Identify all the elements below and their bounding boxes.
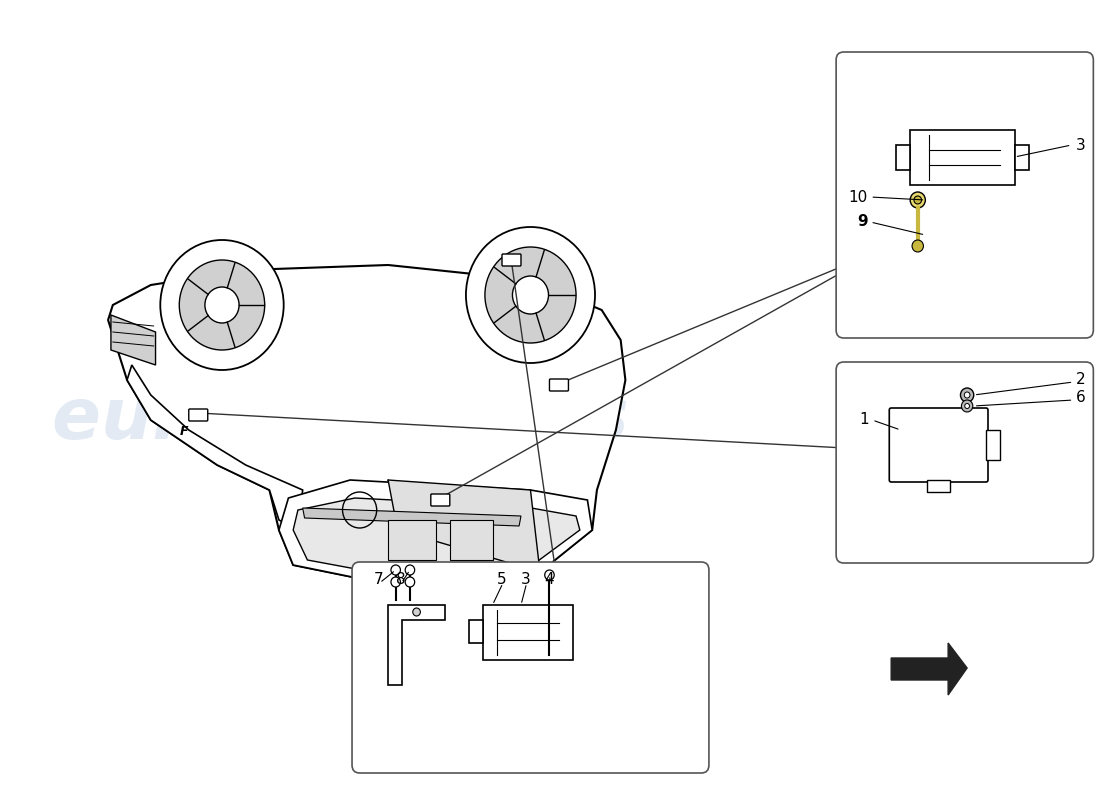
Circle shape: [544, 570, 554, 580]
Circle shape: [390, 577, 400, 587]
FancyBboxPatch shape: [189, 409, 208, 421]
Polygon shape: [294, 498, 580, 582]
Polygon shape: [1014, 145, 1028, 170]
Polygon shape: [279, 480, 592, 592]
Polygon shape: [388, 520, 436, 560]
Text: euro car parts: euro car parts: [53, 386, 629, 454]
Text: 5: 5: [497, 573, 507, 587]
Circle shape: [513, 276, 549, 314]
Polygon shape: [895, 145, 910, 170]
Circle shape: [205, 287, 239, 323]
Text: a passion for parts since 1955: a passion for parts since 1955: [207, 327, 626, 413]
Text: 10: 10: [848, 190, 868, 205]
Polygon shape: [910, 130, 1014, 185]
Polygon shape: [469, 620, 483, 643]
Circle shape: [466, 227, 595, 363]
Polygon shape: [388, 480, 540, 572]
Polygon shape: [111, 315, 155, 365]
FancyBboxPatch shape: [836, 362, 1093, 563]
Text: 6: 6: [1076, 390, 1086, 406]
Circle shape: [914, 196, 922, 204]
Polygon shape: [450, 520, 493, 560]
FancyBboxPatch shape: [836, 52, 1093, 338]
Circle shape: [485, 247, 576, 343]
Circle shape: [405, 565, 415, 575]
Text: 4: 4: [544, 573, 554, 587]
Text: 9: 9: [857, 214, 868, 230]
Text: 8: 8: [396, 573, 405, 587]
FancyBboxPatch shape: [431, 494, 450, 506]
Text: 3: 3: [1076, 138, 1086, 153]
Text: F: F: [179, 425, 188, 438]
FancyBboxPatch shape: [550, 379, 569, 391]
Circle shape: [405, 577, 415, 587]
Polygon shape: [891, 643, 967, 695]
Circle shape: [179, 260, 265, 350]
Circle shape: [390, 565, 400, 575]
Polygon shape: [986, 430, 1000, 460]
Circle shape: [910, 192, 925, 208]
Circle shape: [412, 608, 420, 616]
Polygon shape: [927, 480, 950, 492]
FancyBboxPatch shape: [502, 254, 521, 266]
Text: 3: 3: [521, 573, 530, 587]
Circle shape: [960, 388, 974, 402]
Circle shape: [965, 392, 970, 398]
Text: 1: 1: [860, 413, 869, 427]
Text: 7: 7: [374, 573, 384, 587]
Polygon shape: [302, 508, 521, 526]
Polygon shape: [483, 605, 573, 660]
FancyBboxPatch shape: [889, 408, 988, 482]
Circle shape: [161, 240, 284, 370]
Polygon shape: [108, 265, 626, 592]
Polygon shape: [388, 605, 446, 685]
Circle shape: [965, 403, 969, 409]
FancyBboxPatch shape: [352, 562, 708, 773]
Text: 2: 2: [1076, 373, 1086, 387]
Circle shape: [961, 400, 972, 412]
Circle shape: [912, 240, 923, 252]
Polygon shape: [128, 365, 303, 530]
